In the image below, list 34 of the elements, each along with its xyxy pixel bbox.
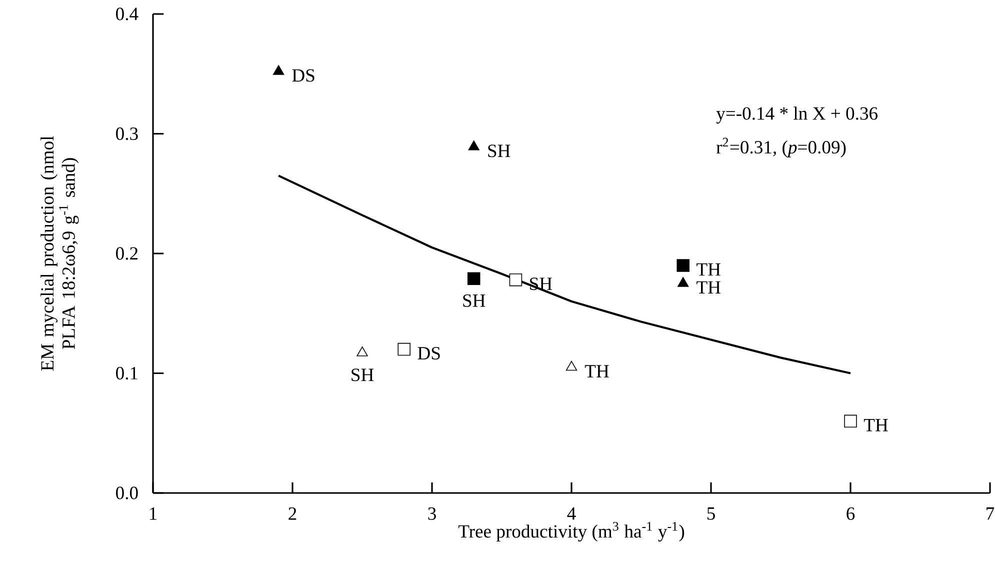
point: [272, 65, 284, 75]
point: [468, 140, 480, 150]
y-tick-label: 0.3: [116, 127, 138, 140]
point: [356, 346, 368, 356]
x-tick-label: 1: [150, 507, 157, 520]
annotation: SH: [463, 294, 486, 307]
point: [398, 342, 410, 356]
annotation: r$^{2}$=0.31, (p=0.09): [716, 138, 846, 158]
y-tick-label: 0.4: [116, 8, 138, 20]
annotation: TH: [696, 263, 720, 276]
y-tick-label: 0.1: [116, 366, 138, 380]
annotation: y=-0.14 * ln X + 0.36: [716, 106, 878, 124]
annotation: TH: [864, 419, 888, 432]
point: [509, 273, 522, 286]
annotation: TH: [696, 281, 720, 294]
point: [467, 272, 480, 286]
point: [678, 277, 689, 287]
annotation: DS: [292, 69, 314, 82]
x-tick-label: 6: [846, 507, 855, 520]
point: [844, 414, 857, 428]
x-tick-label: 2: [288, 507, 296, 520]
x-tick-label: 7: [986, 507, 994, 520]
annotation: SH: [352, 368, 374, 382]
y-tick-label: 0.2: [116, 247, 138, 260]
point: [566, 360, 578, 371]
x-tick-label: 4: [567, 507, 576, 520]
x-tick-label: 5: [707, 507, 715, 520]
annotation: DS: [418, 347, 440, 360]
annotation: TH: [584, 365, 609, 378]
x-tick-label: 3: [428, 507, 436, 520]
y-tick-label: 0.0: [116, 486, 138, 500]
annotation: SH: [488, 144, 510, 158]
x-axis-title: Tree productivity (m$^{3}$ ha$^{-1}$ y$^{-1}$): [458, 522, 684, 542]
point: [676, 259, 690, 272]
